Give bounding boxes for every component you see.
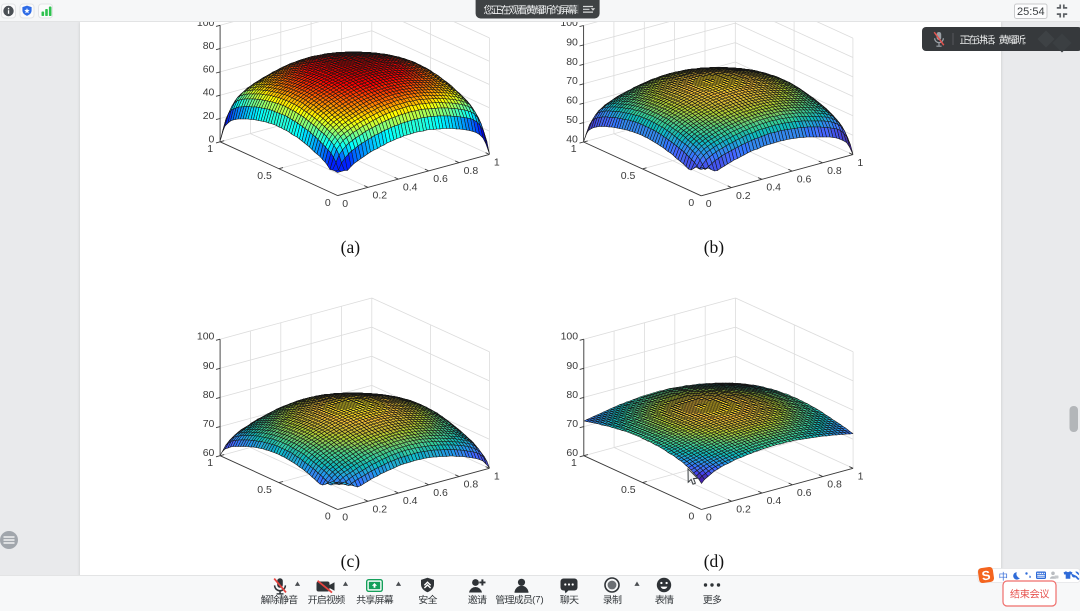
svg-text:1: 1 (858, 471, 864, 483)
svg-text:S: S (981, 567, 992, 583)
svg-text:20: 20 (203, 110, 215, 122)
svg-text:1: 1 (494, 471, 500, 483)
svg-text:60: 60 (203, 63, 215, 75)
svg-text:50: 50 (566, 114, 578, 126)
svg-text:1: 1 (494, 157, 500, 169)
svg-text:0: 0 (706, 198, 712, 210)
svg-text:0: 0 (342, 198, 348, 210)
svg-text:60: 60 (203, 447, 215, 459)
svg-text:40: 40 (566, 134, 578, 146)
svg-text:0: 0 (342, 512, 348, 524)
svg-text:100: 100 (197, 331, 215, 343)
svg-text:40: 40 (203, 87, 215, 99)
svg-text:70: 70 (203, 418, 215, 430)
svg-text:1: 1 (571, 457, 577, 469)
svg-text:90: 90 (566, 360, 578, 372)
svg-text:80: 80 (203, 40, 215, 52)
svg-text:25:54: 25:54 (1017, 6, 1045, 18)
svg-text:0.5: 0.5 (257, 484, 272, 496)
svg-text:0.2: 0.2 (373, 190, 388, 202)
svg-text:0.6: 0.6 (797, 487, 812, 499)
svg-text:0: 0 (325, 197, 331, 209)
svg-text:0.4: 0.4 (403, 181, 418, 193)
svg-text:0: 0 (706, 512, 712, 524)
svg-text:70: 70 (566, 418, 578, 430)
svg-text:0: 0 (688, 197, 694, 209)
svg-text:0.6: 0.6 (433, 487, 448, 499)
svg-text:0.5: 0.5 (257, 170, 272, 182)
svg-text:;: ; (1023, 35, 1026, 46)
svg-text:1: 1 (207, 457, 213, 469)
svg-text:60: 60 (566, 447, 578, 459)
svg-text:80: 80 (566, 389, 578, 401)
svg-text:1: 1 (207, 143, 213, 155)
svg-text:(d): (d) (704, 551, 725, 571)
svg-text:(c): (c) (341, 551, 361, 571)
svg-text:0: 0 (209, 133, 215, 145)
svg-text:0: 0 (325, 511, 331, 523)
svg-text:0.6: 0.6 (433, 173, 448, 185)
svg-text::: : (993, 35, 996, 46)
svg-text:): ) (541, 595, 544, 606)
svg-text:0.4: 0.4 (403, 495, 418, 507)
svg-text:(: ( (532, 595, 536, 606)
svg-text:0.6: 0.6 (797, 173, 812, 185)
svg-text:(b): (b) (704, 237, 725, 257)
svg-text:1: 1 (571, 143, 577, 155)
svg-text:80: 80 (566, 56, 578, 68)
svg-text:70: 70 (566, 75, 578, 87)
svg-text:0.8: 0.8 (827, 165, 842, 177)
svg-text:0.8: 0.8 (464, 479, 479, 491)
svg-text:80: 80 (203, 389, 215, 401)
svg-text:0.5: 0.5 (621, 484, 636, 496)
svg-text:0.8: 0.8 (827, 479, 842, 491)
svg-text:0.5: 0.5 (621, 170, 636, 182)
svg-text:90: 90 (203, 360, 215, 372)
svg-text:0.2: 0.2 (736, 504, 751, 516)
svg-text:100: 100 (561, 331, 579, 343)
svg-text:0.2: 0.2 (373, 504, 388, 516)
svg-text:1: 1 (857, 157, 863, 169)
svg-text:0.4: 0.4 (766, 182, 781, 194)
svg-text:(a): (a) (341, 237, 361, 257)
svg-text:0.2: 0.2 (736, 190, 751, 202)
svg-text:90: 90 (566, 36, 578, 48)
svg-text:0: 0 (689, 511, 695, 523)
svg-text:7: 7 (535, 595, 540, 606)
svg-text:60: 60 (566, 95, 578, 107)
svg-text:0.4: 0.4 (767, 495, 782, 507)
svg-text:0.8: 0.8 (464, 165, 479, 177)
